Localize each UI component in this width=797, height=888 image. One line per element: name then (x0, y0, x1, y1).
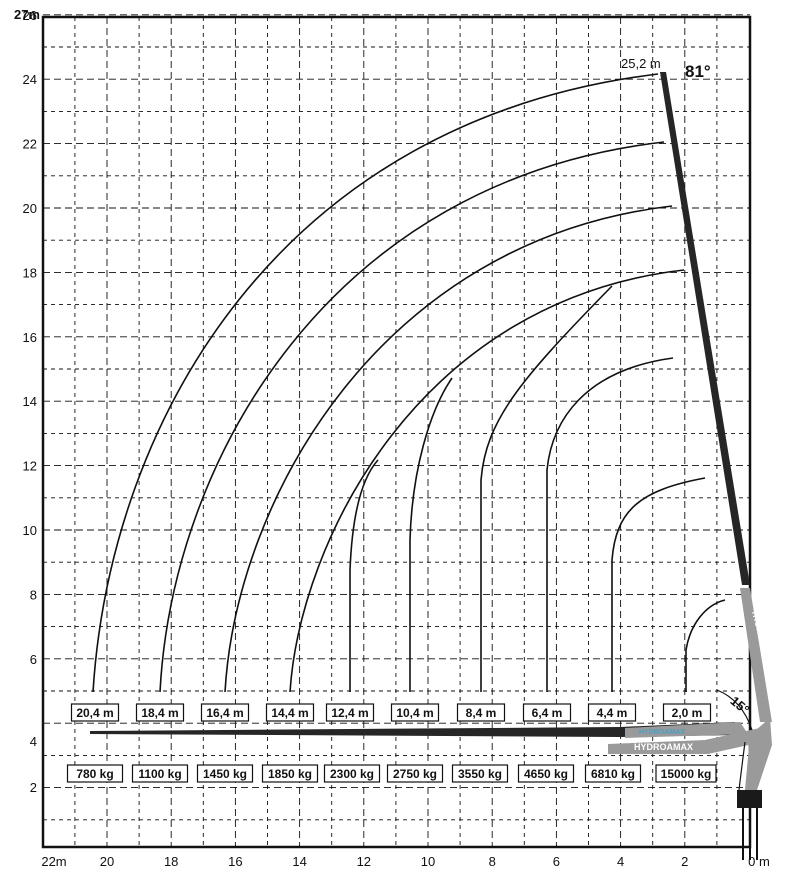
outreach-box (265, 703, 315, 722)
y-tick-label: 24 (23, 72, 37, 87)
y-tick-label: 12 (23, 459, 37, 474)
load-curve (349, 459, 379, 692)
x-tick-label: 8 (489, 854, 496, 869)
outreach-labels: 20,4 m 18,4 m 16,4 m 14,4 m 12,4 m 10,4 m 8,4 … (70, 703, 712, 722)
min-angle-label: 15° (727, 693, 752, 717)
outreach-box (390, 703, 440, 722)
y-tick-label: 14 (23, 394, 37, 409)
x-tick-label: 4 (617, 854, 624, 869)
boom-raised-base (740, 588, 772, 722)
x-tick-label: 2 (681, 854, 688, 869)
x-tick-label: 22m (41, 854, 66, 869)
outreach-box (70, 703, 120, 722)
outreach-box (522, 703, 572, 722)
boom-horizontal (90, 722, 737, 737)
brand-text-lower: HYDROAMAX (634, 742, 693, 752)
load-label: 1450 kg (203, 767, 247, 781)
load-label: 780 kg (76, 767, 113, 781)
load-label: 1850 kg (268, 767, 312, 781)
outreach-label: 12,4 m (331, 706, 368, 720)
outreach-label: 6,4 m (532, 706, 563, 720)
max-angle-label: 81° (685, 62, 711, 81)
outreach-label: 2,0 m (672, 706, 703, 720)
y-tick-label: 16 (23, 330, 37, 345)
curves-layer (92, 73, 726, 693)
outreach-label: 14,4 m (271, 706, 308, 720)
outreach-label: 4,4 m (597, 706, 628, 720)
load-label: 1100 kg (138, 767, 181, 781)
outreach-label: 20,4 m (76, 706, 113, 720)
load-curve (409, 377, 453, 692)
load-box (323, 764, 381, 783)
x-tick-label: 16 (228, 854, 242, 869)
load-curve (92, 73, 659, 693)
load-label: 2750 kg (393, 767, 437, 781)
load-curve (480, 285, 613, 692)
load-label: 6810 kg (591, 767, 635, 781)
load-box (584, 764, 642, 783)
outreach-label: 18,4 m (141, 706, 178, 720)
load-box (386, 764, 444, 783)
boom-horizontal-base (625, 722, 748, 738)
load-box (655, 764, 717, 783)
max-height-label: 25,2 m (621, 56, 661, 71)
outreach-label: 8,4 m (466, 706, 497, 720)
outreach-box (662, 703, 712, 722)
outreach-box (200, 703, 250, 722)
x-axis: 22m 20 18 16 14 12 10 8 6 4 2 0 m (41, 854, 769, 869)
x-tick-label: 18 (164, 854, 178, 869)
load-label: 2300 kg (330, 767, 374, 781)
boom-raised (660, 72, 750, 585)
load-curve (159, 141, 665, 693)
load-box (131, 764, 189, 783)
load-curve (685, 599, 726, 692)
outreach-label: 16,4 m (206, 706, 243, 720)
load-curve (224, 205, 673, 693)
grid-layer (43, 14, 750, 847)
y-tick-label: 4 (30, 734, 37, 749)
y-tick-label: 6 (30, 652, 37, 667)
load-label: 4650 kg (524, 767, 568, 781)
load-label: 3550 kg (458, 767, 502, 781)
x-tick-label: 0 m (748, 854, 770, 869)
boom-folded (608, 728, 762, 754)
x-tick-label: 10 (421, 854, 435, 869)
load-labels: 780 kg 1100 kg 1450 kg 1850 kg 2300 kg 2750 k… (66, 764, 717, 783)
crane-column (745, 718, 772, 790)
outreach-label: 10,4 m (396, 706, 433, 720)
load-box (66, 764, 124, 783)
y-tick-label: 18 (23, 265, 37, 280)
x-tick-label: 6 (553, 854, 560, 869)
outreach-box (135, 703, 185, 722)
y-tick-label: 27m (14, 7, 40, 22)
load-label: 15000 kg (661, 767, 712, 781)
load-curve (546, 357, 674, 692)
load-box (261, 764, 319, 783)
y-tick-label: 2 (30, 780, 37, 795)
brand-text-horizontal: HYDROAMAX (639, 729, 685, 736)
x-tick-label: 12 (357, 854, 371, 869)
outreach-box (587, 703, 637, 722)
load-curve (611, 477, 706, 692)
load-box (517, 764, 575, 783)
load-box (451, 764, 509, 783)
y-tick-label: 8 (30, 587, 37, 602)
load-box (196, 764, 254, 783)
min-angle-arc (716, 689, 753, 731)
x-tick-label: 14 (292, 854, 306, 869)
outreach-box (456, 703, 506, 722)
crane-base (737, 790, 762, 808)
y-tick-label: 22 (23, 137, 37, 152)
load-curve (289, 269, 685, 693)
lower-angle-arc (738, 741, 746, 791)
y-tick-label: 20 (23, 201, 37, 216)
plot-frame (41, 15, 752, 849)
y-tick-label: 26 (23, 8, 37, 23)
y-tick-label: 10 (23, 523, 37, 538)
x-tick-label: 20 (100, 854, 114, 869)
outreach-box (325, 703, 375, 722)
